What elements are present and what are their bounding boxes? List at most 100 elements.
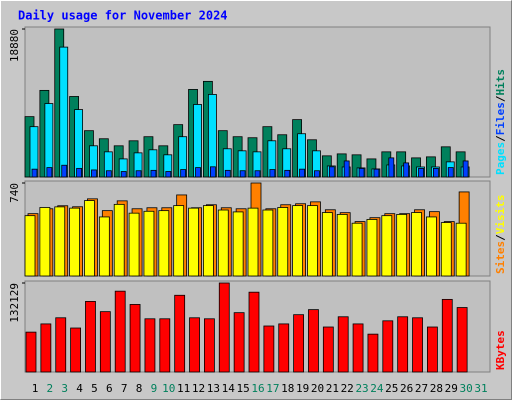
legend-entry: Hits: [494, 69, 507, 96]
bar: [193, 104, 202, 178]
bar: [418, 167, 424, 178]
bar: [388, 157, 395, 178]
bar: [144, 318, 156, 373]
bar: [69, 207, 80, 277]
x-tick-label: 6: [106, 382, 113, 395]
bar: [59, 46, 69, 178]
y-tick-label: 18880: [8, 29, 21, 62]
x-tick-label: 27: [415, 382, 428, 395]
bar: [150, 169, 157, 178]
x-tick-label: 19: [296, 382, 309, 395]
bar: [91, 169, 97, 178]
bar: [351, 154, 362, 178]
bar: [174, 294, 186, 373]
bar: [114, 290, 126, 373]
bar: [307, 205, 318, 277]
x-tick-label: 7: [121, 382, 128, 395]
bar: [209, 166, 216, 178]
bar: [321, 212, 333, 277]
bar: [366, 158, 377, 178]
legend: Pages/Files/Hits: [494, 69, 507, 175]
bar: [159, 318, 171, 373]
bar: [218, 282, 230, 373]
x-tick-label: 15: [237, 382, 250, 395]
x-tick-label: 20: [311, 382, 324, 395]
bar: [269, 169, 276, 178]
bar: [337, 316, 349, 373]
bar: [24, 215, 36, 277]
x-tick-label: 23: [355, 382, 368, 395]
bar: [233, 312, 245, 373]
x-tick-label: 22: [341, 382, 354, 395]
x-tick-label: 17: [266, 382, 279, 395]
x-tick-label: 14: [222, 382, 236, 395]
bar: [441, 298, 453, 373]
bar: [248, 291, 260, 373]
x-tick-label: 26: [400, 382, 413, 395]
y-tick-label: 740: [8, 183, 21, 203]
bar: [263, 325, 275, 373]
x-tick-label: 21: [326, 382, 339, 395]
bar: [46, 167, 53, 178]
bar: [143, 210, 155, 277]
bar: [343, 160, 350, 178]
bar: [351, 222, 363, 277]
bar: [455, 222, 467, 277]
bar: [195, 167, 201, 178]
bar: [31, 168, 38, 178]
legend-separator: /: [494, 95, 507, 102]
bar: [232, 211, 244, 277]
bar: [336, 214, 348, 277]
bar: [113, 203, 125, 277]
x-tick-label: 31: [474, 382, 487, 395]
bar: [447, 167, 454, 178]
bar: [173, 205, 185, 277]
bar: [425, 216, 437, 277]
bar: [247, 207, 259, 277]
bar: [180, 169, 187, 178]
bar: [129, 304, 141, 373]
bar: [165, 171, 172, 178]
bar: [382, 320, 394, 373]
bar: [74, 109, 83, 178]
bar: [293, 314, 305, 373]
bar: [440, 222, 452, 277]
bar: [203, 318, 215, 373]
legend-entry: KBytes: [494, 330, 507, 370]
bar: [99, 311, 111, 373]
x-tick-label: 18: [281, 382, 294, 395]
bar: [202, 205, 214, 277]
x-tick-label: 28: [430, 382, 443, 395]
legend-separator: /: [494, 234, 507, 241]
bar: [135, 170, 142, 178]
bar: [98, 216, 110, 277]
x-tick-label: 3: [61, 382, 68, 395]
bar: [188, 207, 199, 277]
x-tick-label: 5: [91, 382, 98, 395]
x-tick-label: 30: [460, 382, 473, 395]
x-tick-label: 11: [177, 382, 190, 395]
bar: [44, 103, 54, 178]
bar: [322, 326, 334, 373]
bar: [70, 327, 81, 373]
legend: KBytes: [494, 330, 507, 370]
x-tick-label: 1: [32, 382, 39, 395]
bar: [314, 170, 320, 178]
bar: [381, 215, 393, 277]
y-tick-label: 132129: [8, 283, 21, 323]
bar: [396, 214, 408, 277]
x-tick-label: 8: [136, 382, 143, 395]
legend-entry: Visits: [494, 195, 507, 235]
bar: [366, 219, 378, 277]
bar: [40, 323, 52, 373]
bar: [39, 207, 51, 277]
bar: [367, 333, 379, 373]
bar: [284, 169, 291, 178]
chart-title: Daily usage for November 2024: [18, 9, 228, 23]
legend-entry: Sites: [494, 241, 507, 274]
bar: [308, 309, 319, 373]
bar: [25, 331, 37, 373]
bar: [224, 169, 231, 178]
x-tick-label: 16: [251, 382, 264, 395]
bar: [352, 323, 364, 373]
